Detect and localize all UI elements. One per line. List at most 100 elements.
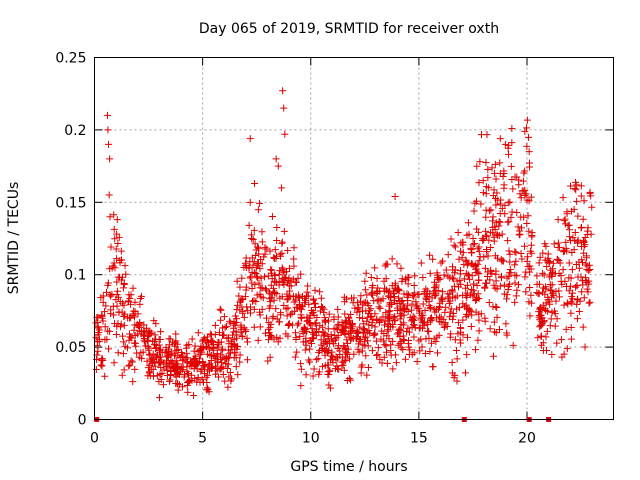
data-point: [505, 150, 513, 158]
data-point: [583, 231, 591, 239]
data-point: [254, 206, 262, 214]
data-point: [208, 337, 216, 345]
data-point: [155, 359, 163, 367]
data-point: [340, 357, 348, 365]
data-point: [315, 370, 323, 378]
data-point: [183, 341, 191, 349]
data-point: [388, 301, 396, 309]
data-point: [108, 290, 116, 298]
data-point: [484, 174, 492, 182]
data-point: [290, 262, 298, 270]
data-point: [380, 277, 388, 285]
data-point: [448, 274, 456, 282]
data-point: [411, 272, 419, 280]
data-point: [235, 292, 243, 300]
data-point: [117, 247, 125, 255]
data-point: [487, 228, 495, 236]
data-point: [389, 365, 397, 373]
data-point: [314, 355, 322, 363]
data-point: [576, 297, 584, 305]
data-point: [493, 189, 501, 197]
data-point: [324, 361, 332, 369]
data-point: [507, 213, 515, 221]
data-point: [545, 259, 553, 267]
data-point: [410, 293, 418, 301]
data-point: [394, 286, 402, 294]
data-point: [409, 321, 417, 329]
data-point: [567, 182, 575, 190]
data-point: [512, 257, 520, 265]
data-point: [216, 305, 224, 313]
data-point: [432, 281, 440, 289]
data-point: [555, 287, 563, 295]
data-point: [325, 317, 333, 325]
data-point: [279, 87, 287, 95]
data-point: [487, 244, 495, 252]
data-point: [246, 274, 254, 282]
data-point: [194, 373, 202, 381]
data-point: [527, 291, 535, 299]
data-point: [429, 363, 437, 371]
data-point: [310, 299, 318, 307]
data-point: [488, 217, 496, 225]
data-point: [425, 328, 433, 336]
data-point: [335, 365, 343, 373]
data-point: [297, 270, 305, 278]
data-point: [468, 311, 476, 319]
data-point: [219, 324, 227, 332]
data-point: [505, 282, 513, 290]
data-point: [572, 283, 580, 291]
data-point: [184, 369, 192, 377]
data-point: [397, 326, 405, 334]
data-point: [257, 274, 265, 282]
data-point: [398, 275, 406, 283]
data-point: [251, 281, 259, 289]
data-point: [297, 313, 305, 321]
data-point: [396, 340, 404, 348]
data-point: [525, 148, 533, 156]
data-point: [546, 281, 554, 289]
data-point: [469, 287, 477, 295]
data-point: [459, 316, 467, 324]
data-point: [339, 327, 347, 335]
data-point: [218, 346, 226, 354]
data-point: [124, 314, 132, 322]
data-point: [94, 324, 102, 332]
data-point: [420, 318, 428, 326]
data-point: [223, 365, 231, 373]
data-point: [442, 303, 450, 311]
data-point: [155, 378, 163, 386]
data-point: [364, 313, 372, 321]
data-point: [126, 333, 134, 341]
data-point: [356, 308, 364, 316]
data-point: [371, 329, 379, 337]
data-point: [101, 372, 109, 380]
data-point: [525, 133, 533, 141]
data-point: [562, 325, 570, 333]
data-point: [117, 256, 125, 264]
data-point: [493, 230, 501, 238]
data-point: [140, 321, 148, 329]
data-point: [120, 281, 128, 289]
data-point: [462, 256, 470, 264]
data-point: [512, 248, 520, 256]
data-point: [113, 322, 121, 330]
data-point: [229, 331, 237, 339]
data-point: [251, 179, 259, 187]
y-tick-label: 0.05: [55, 340, 86, 356]
data-point: [193, 358, 201, 366]
data-point: [273, 224, 281, 232]
data-point: [435, 313, 443, 321]
data-point: [484, 165, 492, 173]
data-point: [517, 250, 525, 258]
data-point: [321, 362, 329, 370]
data-point: [425, 334, 433, 342]
data-point: [469, 234, 477, 242]
data-point: [111, 235, 119, 243]
data-point: [496, 159, 504, 167]
data-point: [306, 345, 314, 353]
data-point: [579, 323, 587, 331]
data-point: [253, 273, 261, 281]
data-point: [475, 276, 483, 284]
data-point: [236, 306, 244, 314]
